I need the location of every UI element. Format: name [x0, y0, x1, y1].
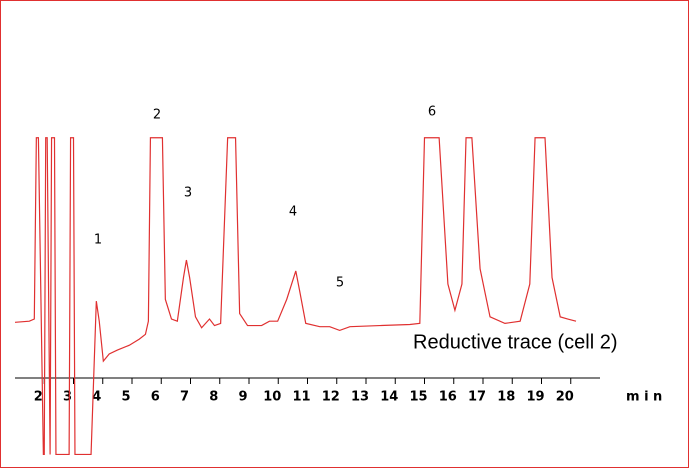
x-tick-label: 4	[92, 390, 101, 405]
x-tick-label: 16	[439, 390, 457, 405]
trace	[15, 137, 577, 456]
annotation: Reductive trace (cell 2)	[413, 331, 618, 353]
x-tick-label: 19	[526, 390, 544, 405]
x-tick-label: 2	[34, 390, 43, 405]
peak-label: 1	[94, 233, 102, 248]
x-tick-label: 5	[121, 390, 130, 405]
peak-label: 4	[289, 205, 297, 220]
peak-label: 2	[153, 108, 161, 123]
x-tick-label: 9	[238, 390, 247, 405]
x-tick-label: 10	[263, 390, 281, 405]
peak-label: 3	[184, 186, 192, 201]
x-tick-label: 20	[556, 390, 574, 405]
x-tick-label: 11	[292, 390, 310, 405]
x-tick-label: 18	[497, 390, 515, 405]
peak-label: 6	[428, 105, 436, 120]
x-axis-label: m i n	[626, 390, 662, 405]
x-tick-label: 13	[351, 390, 369, 405]
x-tick-label: 8	[209, 390, 218, 405]
x-tick-label: 3	[63, 390, 72, 405]
x-tick-label: 6	[151, 390, 160, 405]
x-tick-label: 14	[380, 390, 398, 405]
x-tick-label: 15	[409, 390, 427, 405]
x-tick-label: 17	[468, 390, 486, 405]
peak-label: 5	[336, 276, 344, 291]
x-tick-label: 12	[322, 390, 340, 405]
x-tick-label: 7	[180, 390, 189, 405]
